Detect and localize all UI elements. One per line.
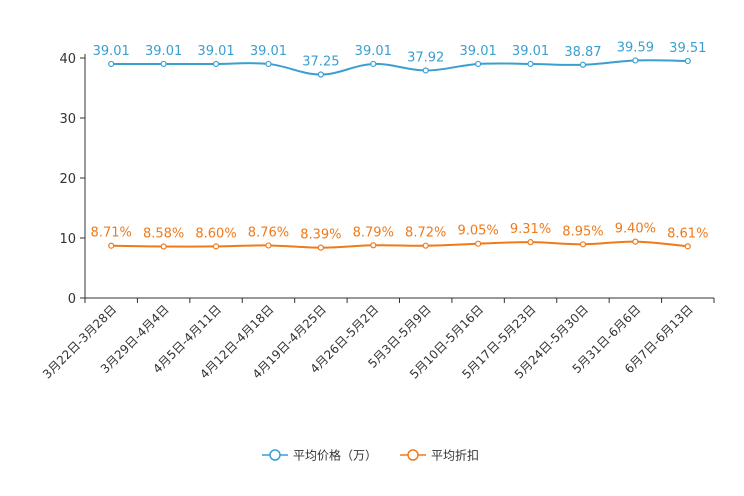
data-label: 39.01 (93, 44, 130, 59)
data-point[interactable] (212, 60, 220, 68)
data-point[interactable] (422, 67, 429, 74)
data-label: 37.25 (302, 55, 339, 70)
data-label: 37.92 (407, 50, 444, 65)
data-point[interactable] (370, 60, 377, 68)
data-label: 8.61% (667, 226, 708, 241)
legend-item-2[interactable]: 平均折扣 (400, 448, 479, 463)
data-point[interactable] (422, 242, 429, 249)
legend[interactable]: 平均价格（万） 平均折扣 (262, 448, 479, 463)
data-point[interactable] (632, 238, 639, 245)
data-label: 8.72% (405, 226, 446, 241)
data-label: 8.76% (248, 225, 289, 240)
data-point[interactable] (108, 60, 115, 68)
data-label: 8.95% (562, 224, 603, 239)
y-tick-label: 0 (68, 292, 76, 307)
data-point[interactable] (108, 242, 115, 249)
y-tick-label: 40 (59, 52, 76, 67)
data-label: 39.01 (250, 44, 287, 59)
data-label: 9.05% (457, 224, 498, 239)
data-point[interactable] (265, 60, 272, 68)
data-label: 8.79% (353, 225, 394, 240)
data-point[interactable] (684, 243, 691, 250)
data-label: 39.01 (460, 44, 497, 59)
data-point[interactable] (475, 60, 482, 68)
legend-label: 平均折扣 (431, 448, 479, 463)
data-label: 39.01 (197, 44, 234, 59)
data-label: 9.40% (615, 222, 656, 237)
legend-marker-icon (269, 449, 281, 461)
series-line (111, 240, 688, 249)
data-point[interactable] (370, 242, 377, 249)
data-label: 8.58% (143, 227, 184, 242)
series-2: 8.71% 8.58% 8.60% 8.76% 8.39% 8.79% 8.72% 9.05%… (91, 222, 708, 251)
data-point[interactable] (160, 243, 167, 250)
series-1: 39.01 39.01 39.01 39.01 37.25 39.01 37.92 39.01… (93, 40, 706, 78)
series-line (111, 59, 688, 76)
data-label: 9.31% (510, 222, 551, 237)
data-label: 39.59 (617, 40, 654, 55)
data-label: 38.87 (564, 45, 601, 60)
data-label: 8.71% (91, 226, 132, 241)
legend-label: 平均价格（万） (293, 448, 377, 463)
data-label: 8.39% (300, 228, 341, 243)
data-point[interactable] (317, 71, 324, 78)
data-point[interactable] (212, 243, 220, 250)
data-label: 39.01 (512, 44, 549, 59)
y-tick-label: 30 (59, 112, 76, 127)
axes: 0102030403月22日-3月28日3月29日-4月4日4月5日-4月11日… (40, 52, 715, 382)
y-tick-label: 20 (59, 172, 76, 187)
data-point[interactable] (579, 61, 587, 68)
data-point[interactable] (527, 239, 534, 246)
data-point[interactable] (160, 60, 167, 68)
data-label: 39.51 (669, 41, 706, 56)
data-label: 39.01 (355, 44, 392, 59)
data-point[interactable] (527, 60, 534, 68)
legend-marker-icon (407, 449, 419, 461)
data-label: 8.60% (195, 226, 236, 241)
data-point[interactable] (684, 57, 691, 65)
data-point[interactable] (579, 241, 587, 248)
series-layer: 39.01 39.01 39.01 39.01 37.25 39.01 37.92 39.01… (91, 40, 708, 251)
data-point[interactable] (632, 57, 639, 64)
y-tick-label: 10 (59, 232, 76, 247)
data-point[interactable] (265, 242, 272, 249)
data-label: 39.01 (145, 44, 182, 59)
legend-item-1[interactable]: 平均价格（万） (262, 448, 377, 463)
data-point[interactable] (317, 244, 324, 251)
data-point[interactable] (475, 240, 482, 247)
